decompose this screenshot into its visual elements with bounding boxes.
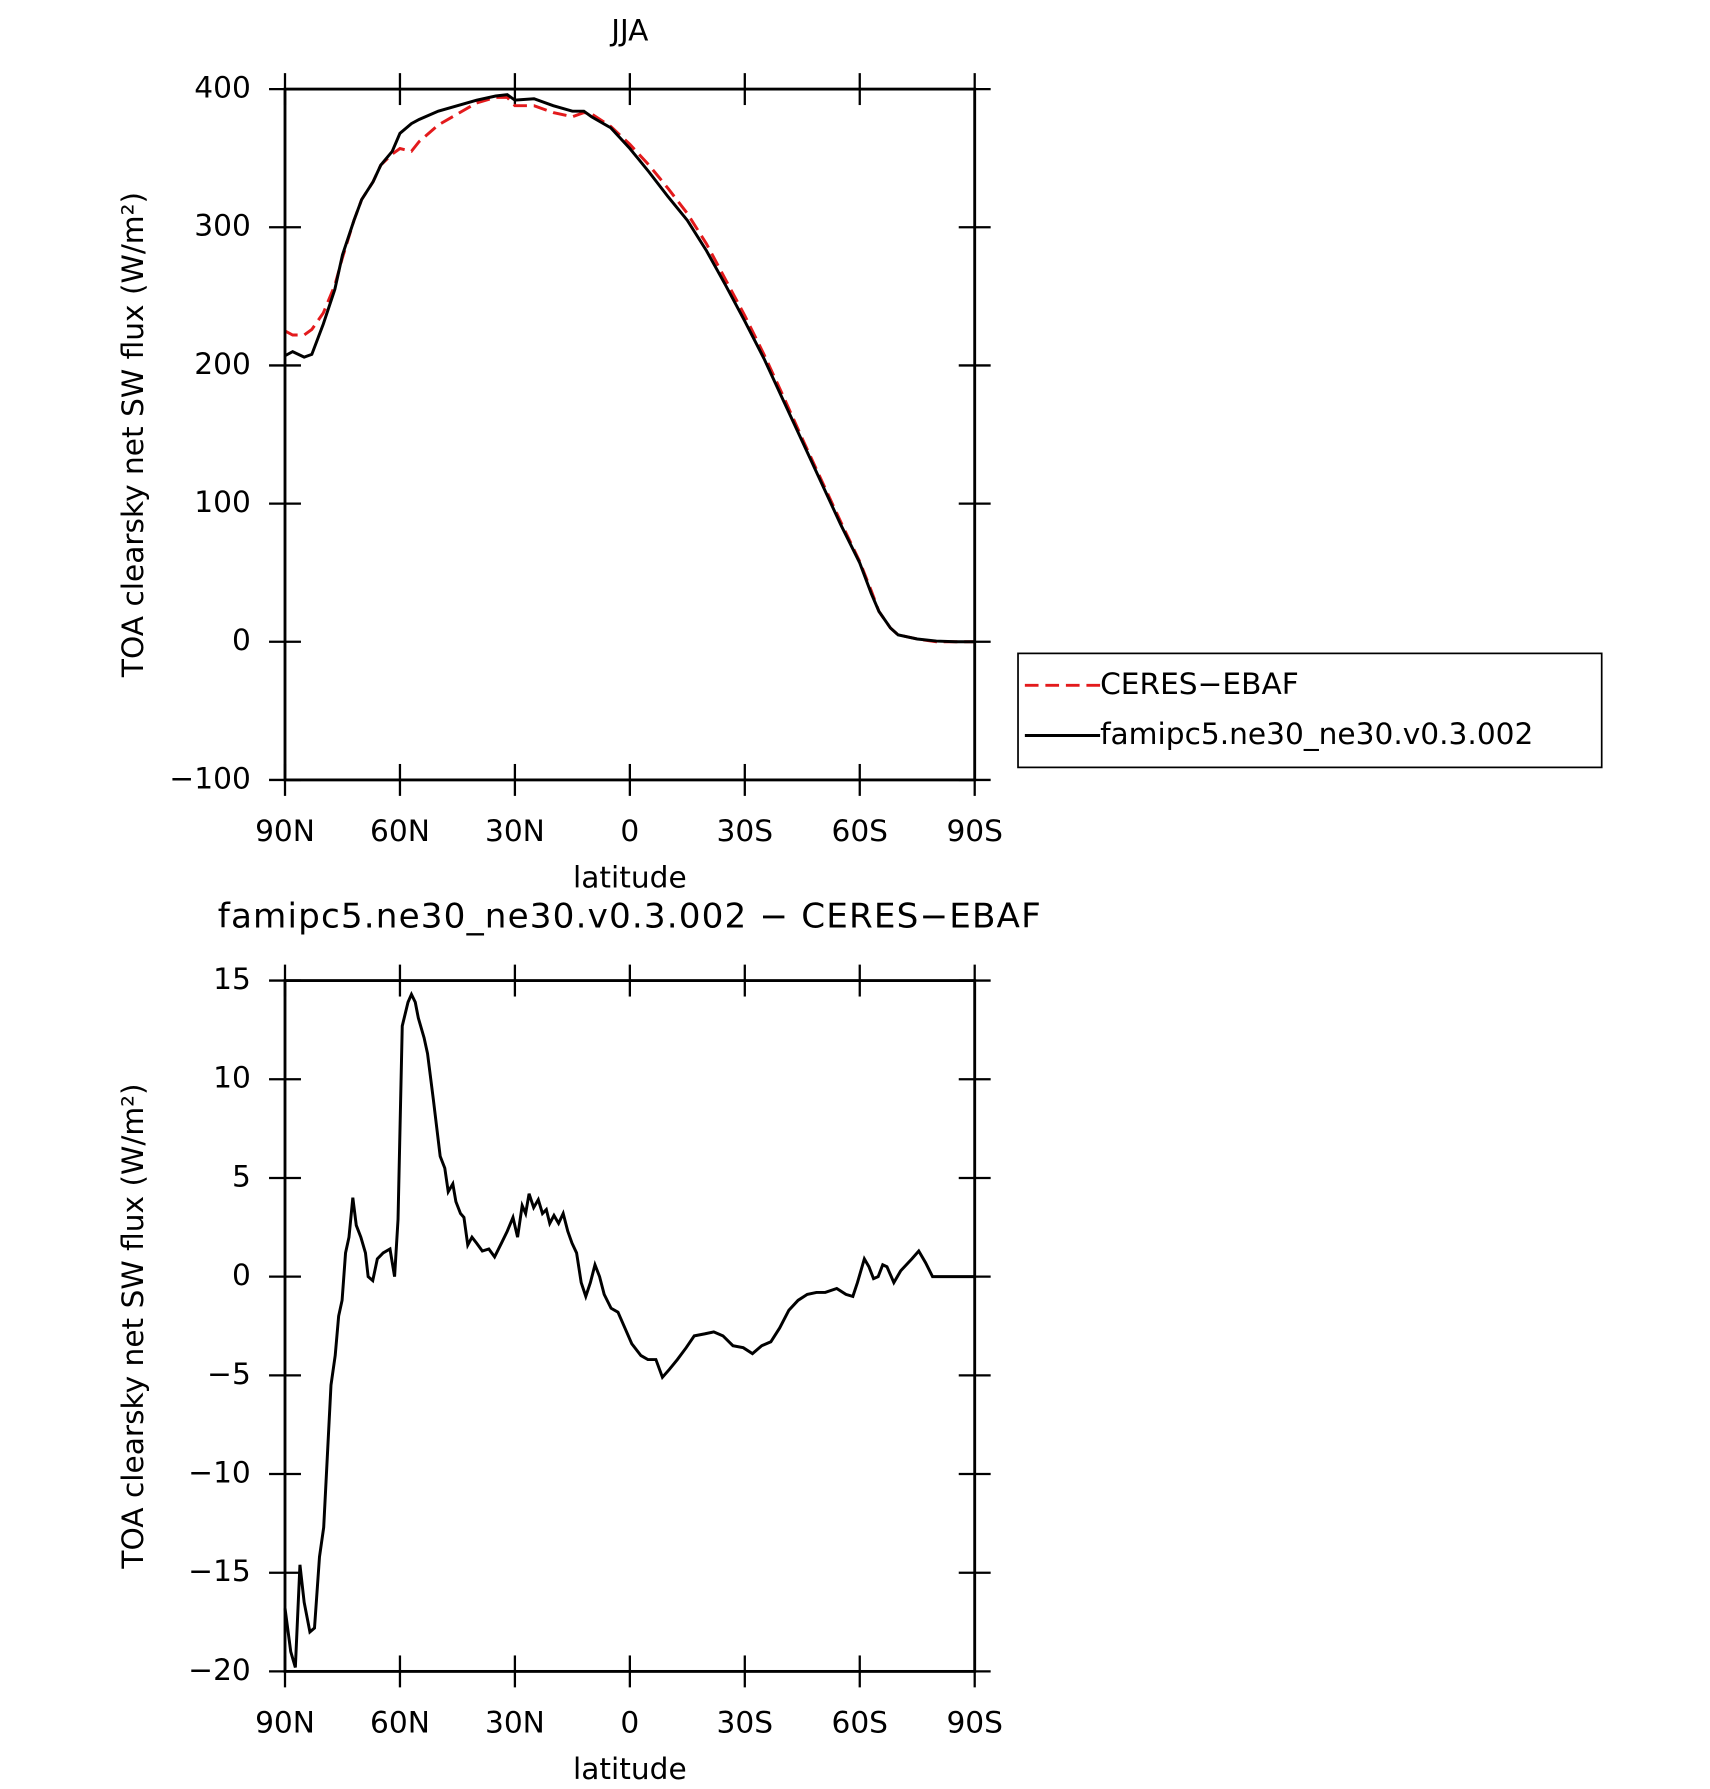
x-tick-label: 0	[620, 1704, 639, 1739]
x-tick-label: 0	[620, 813, 639, 848]
x-tick-label: 90S	[946, 813, 1003, 848]
y-tick-label: 300	[194, 208, 251, 243]
x-tick-label: 90N	[255, 1704, 315, 1739]
y-tick-label: 400	[194, 70, 251, 105]
y-tick-label: 100	[194, 484, 251, 519]
y-tick-label: −15	[188, 1553, 251, 1588]
y-axis-label: TOA clearsky net SW flux (W/m²)	[115, 1083, 150, 1569]
x-tick-label: 30N	[485, 1704, 545, 1739]
data-line	[284, 93, 975, 644]
x-tick-label: 60N	[370, 1704, 430, 1739]
chart-title: JJA	[609, 13, 649, 48]
x-axis-label: latitude	[573, 860, 687, 895]
x-tick-label: 60S	[831, 813, 888, 848]
data-line	[283, 990, 975, 1668]
y-tick-label: 0	[232, 622, 251, 657]
legend-label: famipc5.ne30_ne30.v0.3.002	[1100, 716, 1533, 751]
y-tick-label: 0	[232, 1257, 251, 1292]
data-line	[284, 95, 975, 644]
legend-box	[1017, 652, 1603, 769]
y-axis-label: TOA clearsky net SW flux (W/m²)	[115, 192, 150, 678]
y-tick-label: −10	[188, 1455, 251, 1490]
chart-title: famipc5.ne30_ne30.v0.3.002 − CERES−EBAF	[218, 896, 1042, 936]
x-tick-label: 30N	[485, 813, 545, 848]
y-tick-label: 200	[194, 346, 251, 381]
x-tick-label: 90N	[255, 813, 315, 848]
x-tick-label: 90S	[946, 1704, 1003, 1739]
legend-label: CERES−EBAF	[1100, 666, 1299, 701]
x-tick-label: 60N	[370, 813, 430, 848]
y-tick-label: 10	[213, 1060, 251, 1095]
plot-frame	[283, 979, 977, 1673]
plot-frame	[283, 87, 977, 782]
x-tick-label: 60S	[831, 1704, 888, 1739]
y-tick-label: −100	[169, 760, 250, 795]
x-axis-label: latitude	[573, 1751, 687, 1786]
x-tick-label: 30S	[717, 813, 774, 848]
y-tick-label: 5	[232, 1158, 251, 1193]
x-tick-label: 30S	[717, 1704, 774, 1739]
y-tick-label: −5	[207, 1356, 251, 1391]
y-tick-label: −20	[188, 1652, 251, 1687]
y-tick-label: 15	[213, 961, 251, 996]
